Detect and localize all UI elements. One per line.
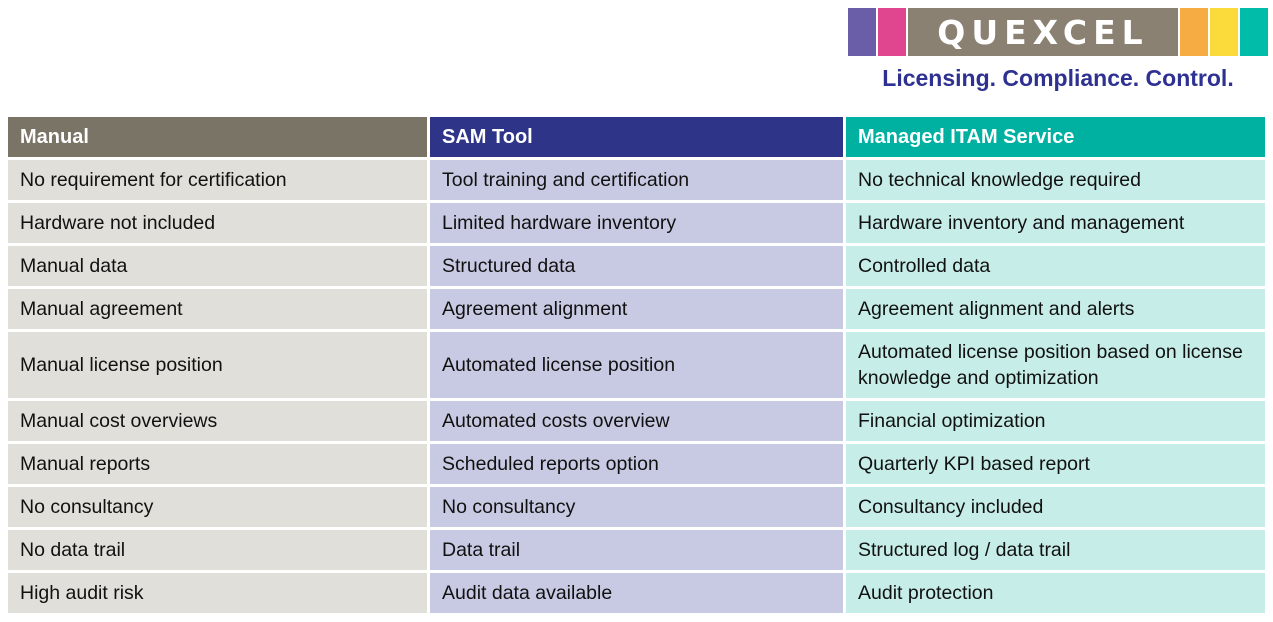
table-cell: Manual license position [8,332,427,398]
table-cell: No technical knowledge required [846,160,1265,200]
table-cell: Manual agreement [8,289,427,329]
table-row: No data trail Data trail Structured log / … [8,530,1265,570]
quexcel-logo: QUEXCEL [848,8,1268,56]
table-cell: Audit data available [430,573,843,613]
table-cell: Data trail [430,530,843,570]
brand-tagline: Licensing. Compliance. Control. [882,65,1234,91]
table-cell: Quarterly KPI based report [846,444,1265,484]
column-header-managed-itam: Managed ITAM Service [846,117,1265,157]
column-header-sam-tool: SAM Tool [430,117,843,157]
table-cell: Agreement alignment and alerts [846,289,1265,329]
brand-header: QUEXCEL Licensing. Compliance. Control. [848,8,1268,92]
table-header-row: Manual SAM Tool Managed ITAM Service [8,117,1265,157]
table-cell: Agreement alignment [430,289,843,329]
table-cell: Hardware not included [8,203,427,243]
table-row: Hardware not included Limited hardware in… [8,203,1265,243]
table-cell: Manual reports [8,444,427,484]
table-cell: Automated costs overview [430,401,843,441]
table-row: No consultancy No consultancy Consultancy … [8,487,1265,527]
table-cell: Structured log / data trail [846,530,1265,570]
table-cell: Hardware inventory and management [846,203,1265,243]
table-cell: Audit protection [846,573,1265,613]
table-cell: No consultancy [430,487,843,527]
table-row: Manual reports Scheduled reports option Qu… [8,444,1265,484]
table-cell: No consultancy [8,487,427,527]
table-cell: Controlled data [846,246,1265,286]
table-cell: Limited hardware inventory [430,203,843,243]
table-row: High audit risk Audit data available Audit… [8,573,1265,613]
table-cell: High audit risk [8,573,427,613]
table-cell: Tool training and certification [430,160,843,200]
table-cell: Scheduled reports option [430,444,843,484]
table-cell: Financial optimization [846,401,1265,441]
table-cell: No requirement for certification [8,160,427,200]
table-cell: Manual cost overviews [8,401,427,441]
table-cell: Structured data [430,246,843,286]
table-cell: Automated license position based on lice… [846,332,1265,398]
logo-purple-square [848,8,876,56]
logo-yellow-square [1210,8,1238,56]
table-row: Manual data Structured data Controlled dat… [8,246,1265,286]
logo-teal-square [1240,8,1268,56]
table-row: Manual agreement Agreement alignment Agree… [8,289,1265,329]
logo-orange-square [1180,8,1208,56]
table-row: Manual cost overviews Automated costs ove… [8,401,1265,441]
table-cell: No data trail [8,530,427,570]
column-header-manual: Manual [8,117,427,157]
table-cell: Automated license position [430,332,843,398]
table-row: No requirement for certification Tool tra… [8,160,1265,200]
table-row: Manual license position Automated license… [8,332,1265,398]
logo-pink-square [878,8,906,56]
table-cell: Manual data [8,246,427,286]
logo-wordmark-bar: QUEXCEL [908,8,1178,56]
comparison-table: Manual SAM Tool Managed ITAM Service No … [8,117,1265,613]
logo-wordmark: QUEXCEL [937,12,1149,52]
table-cell: Consultancy included [846,487,1265,527]
